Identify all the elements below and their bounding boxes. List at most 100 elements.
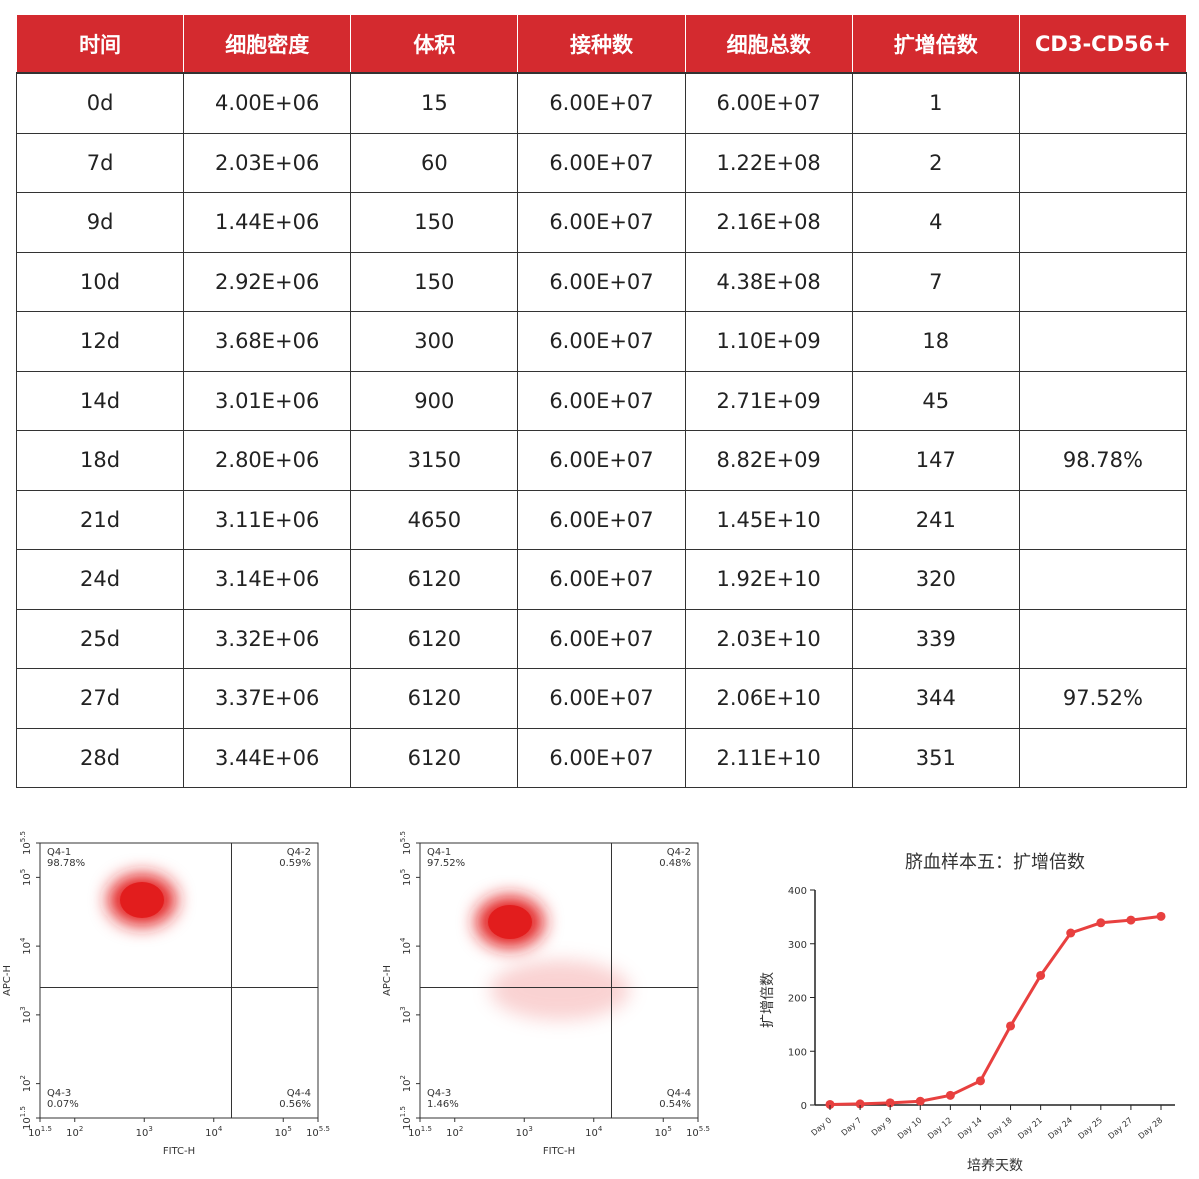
header-cell: 扩增倍数 — [851, 14, 1020, 74]
cell: 2.80E+06 — [183, 430, 352, 491]
cell: 2.06E+10 — [684, 668, 853, 729]
cell: 300 — [350, 311, 519, 372]
cell: 6120 — [350, 608, 519, 669]
cell-cloud — [488, 905, 532, 939]
cell: 6.00E+07 — [517, 668, 686, 729]
row: 27d 3.37E+06 6120 6.00E+07 2.06E+10 344 97.52% — [15, 668, 1188, 729]
cell: 6.00E+07 — [517, 251, 686, 312]
row: 10d 2.92E+06 150 6.00E+07 4.38E+08 7 — [15, 251, 1188, 312]
x-tick-label: Day 12 — [926, 1116, 954, 1141]
chart-title: 脐血样本五：扩增倍数 — [905, 852, 1085, 873]
plot-frame — [39, 842, 319, 1119]
header-cell: 细胞总数 — [684, 14, 853, 74]
y-tick-label: 105.5 — [399, 831, 413, 855]
cell: 4 — [851, 192, 1020, 253]
cell: 6.00E+07 — [517, 192, 686, 253]
cell — [1018, 727, 1188, 788]
plot-frame — [419, 842, 699, 1119]
cell: 241 — [851, 489, 1020, 550]
cell: 6120 — [350, 668, 519, 729]
cell-scatter — [490, 960, 630, 1020]
x-tick-label: Day 27 — [1107, 1116, 1135, 1141]
x-axis-label: 培养天数 — [967, 1158, 1023, 1174]
cell: 4650 — [350, 489, 519, 550]
x-tick-label: Day 7 — [840, 1116, 864, 1138]
cell — [1018, 192, 1188, 253]
point — [1066, 928, 1076, 938]
cell: 150 — [350, 192, 519, 253]
row: 12d 3.68E+06 300 6.00E+07 1.10E+09 18 — [15, 311, 1188, 372]
row: 25d 3.32E+06 6120 6.00E+07 2.03E+10 339 — [15, 608, 1188, 669]
x-axis-label: FITC-H — [163, 1146, 195, 1157]
cell — [1018, 370, 1188, 431]
header-cell: 接种数 — [517, 14, 686, 74]
cell: 4.38E+08 — [684, 251, 853, 312]
cell: 12d — [15, 311, 185, 372]
quadrant-name: Q4-3 — [427, 1088, 451, 1099]
quadrant-percent: 0.59% — [279, 858, 311, 869]
x-tick-label: 101.5 — [28, 1125, 52, 1139]
cell: 7 — [851, 251, 1020, 312]
y-tick-label: 102 — [19, 1075, 33, 1092]
row: 24d 3.14E+06 6120 6.00E+07 1.92E+10 320 — [15, 549, 1188, 610]
x-tick-label: 105 — [275, 1125, 292, 1139]
row: 14d 3.01E+06 900 6.00E+07 2.71E+09 45 — [15, 370, 1188, 431]
cell: 2.71E+09 — [684, 370, 853, 431]
cell — [1018, 311, 1188, 372]
y-tick-label: 100 — [788, 1047, 807, 1058]
x-tick-label: 104 — [585, 1125, 603, 1139]
row: 18d 2.80E+06 3150 6.00E+07 8.82E+09 147 98.78% — [15, 430, 1188, 491]
quadrant-percent: 0.48% — [659, 858, 691, 869]
y-tick-label: 300 — [788, 940, 807, 951]
row: 28d 3.44E+06 6120 6.00E+07 2.11E+10 351 — [15, 727, 1188, 788]
quadrant-percent: 98.78% — [47, 858, 85, 869]
y-axis-label: 扩增倍数 — [760, 972, 776, 1028]
point — [915, 1096, 925, 1106]
cell: 97.52% — [1018, 668, 1188, 729]
cell — [1018, 549, 1188, 610]
cell: 320 — [851, 549, 1020, 610]
cell: 24d — [15, 549, 185, 610]
cell: 3.44E+06 — [183, 727, 352, 788]
x-tick-label: 105 — [655, 1125, 672, 1139]
cell: 3.01E+06 — [183, 370, 352, 431]
point — [945, 1090, 955, 1100]
cell: 6.00E+07 — [517, 311, 686, 372]
y-tick-label: 105 — [19, 869, 33, 886]
header-cell: 时间 — [15, 14, 185, 74]
quadrant-name: Q4-2 — [287, 847, 311, 858]
row: 9d 1.44E+06 150 6.00E+07 2.16E+08 4 — [15, 192, 1188, 253]
quadrant-percent: 0.54% — [659, 1099, 691, 1110]
cell — [1018, 72, 1188, 134]
quadrant-percent: 0.07% — [47, 1099, 79, 1110]
y-tick-label: 105 — [399, 869, 413, 886]
cell: 339 — [851, 608, 1020, 669]
point — [1096, 918, 1106, 928]
cell: 98.78% — [1018, 430, 1188, 491]
point — [1156, 911, 1166, 921]
cell: 1.45E+10 — [684, 489, 853, 550]
cell: 6120 — [350, 549, 519, 610]
x-tick-label: 102 — [446, 1125, 463, 1139]
cell: 6.00E+07 — [517, 727, 686, 788]
point — [855, 1099, 865, 1109]
cell: 28d — [15, 727, 185, 788]
point — [975, 1076, 985, 1086]
row: 7d 2.03E+06 60 6.00E+07 1.22E+08 2 — [15, 132, 1188, 193]
header-cell: CD3-CD56+ — [1018, 14, 1188, 74]
cell: 150 — [350, 251, 519, 312]
cell: 900 — [350, 370, 519, 431]
point — [1036, 970, 1046, 980]
y-tick-label: 200 — [788, 994, 807, 1005]
quadrant-percent: 1.46% — [427, 1099, 459, 1110]
cell: 3.37E+06 — [183, 668, 352, 729]
cell: 0d — [15, 72, 185, 134]
y-tick-label: 101.5 — [19, 1106, 33, 1130]
cell: 6.00E+07 — [517, 430, 686, 491]
quadrant-name: Q4-4 — [287, 1088, 311, 1099]
x-tick-label: Day 21 — [1016, 1116, 1044, 1141]
quadrant-name: Q4-1 — [427, 847, 451, 858]
cell: 351 — [851, 727, 1020, 788]
x-tick-label: 105.5 — [306, 1125, 330, 1139]
